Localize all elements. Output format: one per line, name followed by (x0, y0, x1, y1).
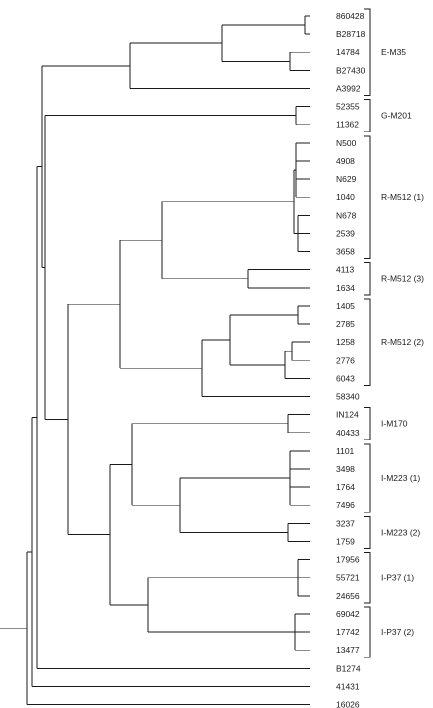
leaf-label: 1405 (336, 301, 355, 311)
group-bracket (364, 552, 371, 604)
group-label: R-M512 (3) (381, 274, 424, 284)
group-label: I-M170 (381, 419, 408, 429)
group-bracket (364, 135, 371, 260)
leaf-label: 7496 (336, 500, 355, 510)
leaf-labels: 860428 B28718 14784 B27430 A3992 52355 11362 N5… (336, 11, 366, 708)
leaf-label: 24656 (336, 591, 360, 601)
group-bracket (364, 407, 371, 441)
group-bracket (364, 262, 371, 296)
leaf-label: 14784 (336, 47, 360, 57)
leaf-label: IN124 (336, 410, 359, 420)
leaf-label: 6043 (336, 373, 355, 383)
leaf-label: 3658 (336, 247, 355, 257)
leaf-label: N500 (336, 138, 357, 148)
group-bracket (364, 515, 371, 549)
leaf-label: 1040 (336, 192, 355, 202)
leaf-label: 17742 (336, 627, 360, 637)
leaf-label: 40433 (336, 428, 360, 438)
leaf-label: B1274 (336, 663, 361, 673)
leaf-label: 55721 (336, 573, 360, 583)
leaf-label: 1759 (336, 536, 355, 546)
group-label: E-M35 (381, 47, 406, 57)
group-label: I-P37 (1) (381, 573, 414, 583)
group-bracket (364, 443, 371, 513)
leaf-label: 2785 (336, 319, 355, 329)
group-bracket (364, 99, 371, 133)
group-label: I-P37 (2) (381, 627, 414, 637)
leaf-label: 4908 (336, 156, 355, 166)
group-brackets: E-M35 G-M201 R-M512 (1) R-M512 (3) R-M512 (2… (364, 8, 424, 658)
leaf-label: B28718 (336, 29, 366, 39)
group-bracket (364, 298, 371, 386)
leaf-label: 41431 (336, 681, 360, 691)
leaf-label: 860428 (336, 11, 365, 21)
leaf-label: A3992 (336, 83, 361, 93)
leaf-label: B27430 (336, 65, 366, 75)
leaf-label: 4113 (336, 265, 355, 275)
group-label: G-M201 (381, 111, 412, 121)
leaf-label: 16026 (336, 700, 360, 708)
leaf-label: 58340 (336, 392, 360, 402)
leaf-label: 17956 (336, 555, 360, 565)
leaf-label: 1764 (336, 482, 355, 492)
group-label: I-M223 (2) (381, 527, 420, 537)
leaf-label: 3237 (336, 518, 355, 528)
leaf-label: N678 (336, 210, 357, 220)
dendrogram-branches (0, 15, 310, 706)
group-label: R-M512 (1) (381, 192, 424, 202)
group-bracket (364, 8, 371, 96)
leaf-label: 13477 (336, 645, 360, 655)
leaf-label: 3498 (336, 464, 355, 474)
leaf-label: 11362 (336, 120, 359, 130)
leaf-label: 1101 (336, 446, 355, 456)
leaf-label: 2776 (336, 355, 355, 365)
leaf-label: 69042 (336, 609, 360, 619)
leaf-label: 2539 (336, 228, 355, 238)
leaf-label: N629 (336, 174, 357, 184)
group-label: R-M512 (2) (381, 337, 424, 347)
leaf-label: 1258 (336, 337, 355, 347)
group-bracket (364, 606, 371, 658)
group-label: I-M223 (1) (381, 473, 420, 483)
leaf-label: 52355 (336, 102, 360, 112)
leaf-label: 1634 (336, 283, 355, 293)
